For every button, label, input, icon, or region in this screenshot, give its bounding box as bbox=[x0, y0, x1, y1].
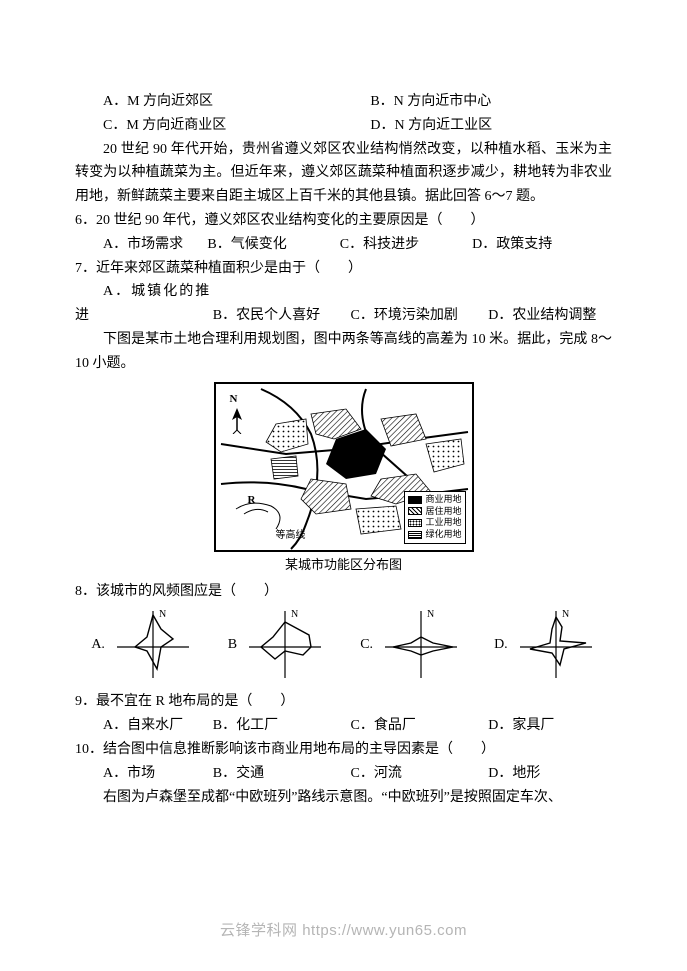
q10-opt-c: C．河流 bbox=[351, 762, 485, 786]
q7-opt-a: A．城镇化的推进 bbox=[75, 280, 209, 328]
legend-residential-label: 居住用地 bbox=[425, 506, 461, 518]
wind-diagram-c: N bbox=[381, 607, 461, 682]
q5-opt-b: B．N 方向近市中心 bbox=[370, 90, 612, 114]
q10-stem: 10．结合图中信息推断影响该市商业用地布局的主导因素是（ ） bbox=[75, 738, 612, 762]
q5-opt-a: A．M 方向近郊区 bbox=[75, 90, 370, 114]
wind-diagram-b: N bbox=[245, 607, 325, 682]
q10-opt-d: D．地形 bbox=[488, 762, 540, 786]
q5-opt-c: C．M 方向近商业区 bbox=[75, 114, 370, 138]
svg-text:N: N bbox=[427, 609, 434, 620]
q7-options: A．城镇化的推进 B．农民个人喜好 C．环境污染加剧 D．农业结构调整 bbox=[75, 280, 612, 328]
contour-label: 等高线 bbox=[276, 527, 306, 544]
q9-opt-c: C．食品厂 bbox=[351, 714, 485, 738]
q10-opt-b: B．交通 bbox=[213, 762, 347, 786]
q8-opt-a: A. N bbox=[75, 607, 209, 682]
passage-next: 右图为卢森堡至成都“中欧班列”路线示意图。“中欧班列”是按照固定车次、 bbox=[75, 786, 612, 810]
q6-opt-b: B．气候变化 bbox=[207, 233, 336, 257]
legend-commercial-label: 商业用地 bbox=[425, 494, 461, 506]
q8-label-d: D. bbox=[494, 633, 508, 657]
wind-diagram-a: N bbox=[113, 607, 193, 682]
q8-label-a: A. bbox=[91, 633, 105, 657]
q8-label-c: C. bbox=[360, 633, 373, 657]
q6-options: A．市场需求 B．气候变化 C．科技进步 D．政策支持 bbox=[75, 233, 612, 257]
q8-label-b: B bbox=[228, 633, 237, 657]
legend-industrial: 工业用地 bbox=[408, 517, 461, 529]
svg-text:N: N bbox=[291, 609, 298, 620]
passage-8-10: 下图是某市土地合理利用规划图，图中两条等高线的高差为 10 米。据此，完成 8～… bbox=[75, 328, 612, 376]
passage-6-7: 20 世纪 90 年代开始，贵州省遵义郊区农业结构悄然改变，以种植水稻、玉米为主… bbox=[75, 138, 612, 209]
wind-diagram-d: N bbox=[516, 607, 596, 682]
q9-opt-b: B．化工厂 bbox=[213, 714, 347, 738]
map-caption: 某城市功能区分布图 bbox=[75, 554, 612, 576]
q9-opt-a: A．自来水厂 bbox=[75, 714, 209, 738]
city-zone-map: N R bbox=[214, 382, 474, 552]
q8-opt-c: C. N bbox=[344, 607, 478, 682]
q5-opt-d: D．N 方向近工业区 bbox=[370, 114, 612, 138]
q10-options: A．市场 B．交通 C．河流 D．地形 bbox=[75, 762, 612, 786]
q9-options: A．自来水厂 B．化工厂 C．食品厂 D．家具厂 bbox=[75, 714, 612, 738]
q6-opt-a: A．市场需求 bbox=[75, 233, 204, 257]
q6-stem: 6．20 世纪 90 年代，遵义郊区农业结构变化的主要原因是（ ） bbox=[75, 209, 612, 233]
q6-opt-d: D．政策支持 bbox=[472, 233, 552, 257]
q8-opt-b: B N bbox=[209, 607, 343, 682]
legend-green-label: 绿化用地 bbox=[425, 529, 461, 541]
q7-stem: 7．近年来郊区蔬菜种植面积少是由于（ ） bbox=[75, 257, 612, 281]
legend-green: 绿化用地 bbox=[408, 529, 461, 541]
legend-residential: 居住用地 bbox=[408, 506, 461, 518]
q8-options: A. N B N C. N D. N bbox=[75, 607, 612, 682]
map-legend: 商业用地 居住用地 工业用地 绿化用地 bbox=[404, 491, 465, 544]
svg-text:N: N bbox=[159, 609, 166, 620]
q7-opt-b: B．农民个人喜好 bbox=[213, 304, 347, 328]
legend-commercial: 商业用地 bbox=[408, 494, 461, 506]
q6-opt-c: C．科技进步 bbox=[340, 233, 469, 257]
q9-opt-d: D．家具厂 bbox=[488, 714, 554, 738]
q7-opt-c: C．环境污染加剧 bbox=[351, 304, 485, 328]
q7-opt-d: D．农业结构调整 bbox=[488, 304, 596, 328]
q8-stem: 8．该城市的风频图应是（ ） bbox=[75, 580, 612, 604]
q10-opt-a: A．市场 bbox=[75, 762, 209, 786]
q8-opt-d: D. N bbox=[478, 607, 612, 682]
q9-stem: 9．最不宜在 R 地布局的是（ ） bbox=[75, 690, 612, 714]
legend-industrial-label: 工业用地 bbox=[425, 517, 461, 529]
footer-watermark: 云锋学科网 https://www.yun65.com bbox=[0, 918, 687, 944]
q5-options-row2: C．M 方向近商业区 D．N 方向近工业区 bbox=[75, 114, 612, 138]
svg-text:N: N bbox=[562, 609, 569, 620]
q5-options-row1: A．M 方向近郊区 B．N 方向近市中心 bbox=[75, 90, 612, 114]
